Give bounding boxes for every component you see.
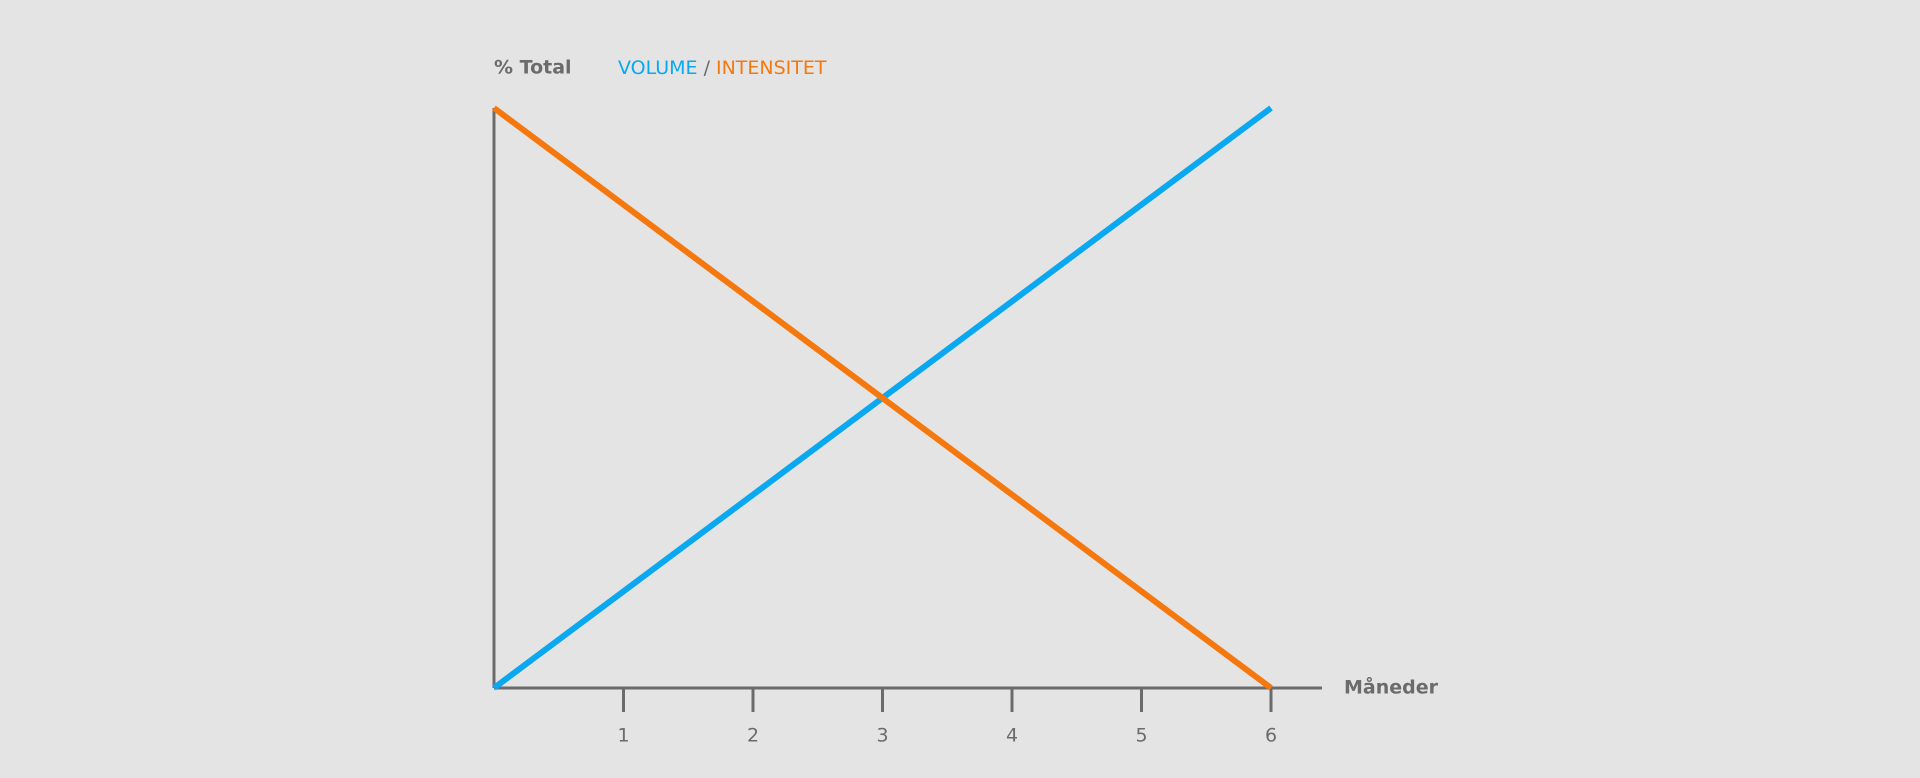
legend: VOLUME / INTENSITET <box>618 57 827 79</box>
x-tick-label: 5 <box>1135 725 1147 747</box>
x-tick-label: 2 <box>747 725 759 747</box>
legend-entry: INTENSITET <box>716 57 827 79</box>
x-axis-label: Måneder <box>1344 675 1439 699</box>
x-tick-label: 1 <box>617 725 629 747</box>
legend-entry: VOLUME <box>618 57 698 79</box>
series-line <box>492 105 1273 691</box>
x-tick-label: 4 <box>1006 725 1018 747</box>
x-tick-label: 3 <box>876 725 888 747</box>
x-tick-label: 6 <box>1265 725 1277 747</box>
legend-separator: / <box>704 57 711 79</box>
y-axis-label: % Total <box>494 57 572 79</box>
